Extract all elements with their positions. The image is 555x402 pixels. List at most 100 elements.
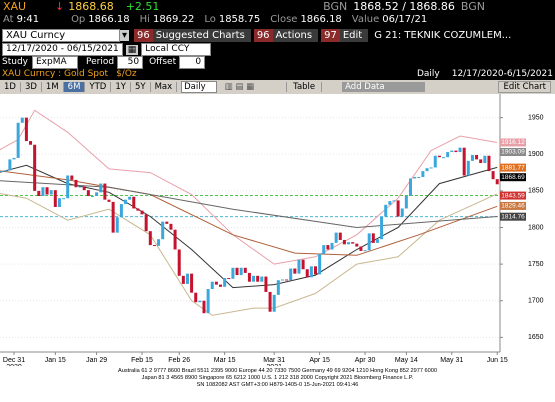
candle-body xyxy=(243,267,247,273)
price-label-box xyxy=(500,173,526,182)
price-label: 1814.76 xyxy=(501,213,525,220)
add-data-button[interactable]: Add Data xyxy=(342,82,425,92)
candle-body xyxy=(442,157,446,159)
change: +2.51 xyxy=(125,0,160,13)
candle-body xyxy=(342,239,346,245)
toolbar-icons: ▥ ▤ ▦ xyxy=(224,82,255,92)
price-label-box xyxy=(500,138,526,147)
command-button[interactable]: 97 Edit xyxy=(321,29,369,42)
candle-body xyxy=(326,245,330,250)
candle-body xyxy=(380,216,384,240)
candle-body xyxy=(111,201,115,233)
candle-body xyxy=(247,272,251,282)
candle-body xyxy=(223,278,227,287)
candle-body xyxy=(375,239,379,243)
period-button[interactable]: 5Y xyxy=(131,82,151,92)
command-button[interactable]: 96 Actions xyxy=(253,29,319,42)
candle-body xyxy=(252,275,256,282)
price-label-box xyxy=(500,148,526,157)
candle-body xyxy=(355,243,359,247)
security-input[interactable]: XAU Curncy xyxy=(2,29,120,42)
candle-body xyxy=(231,267,235,279)
candle-body xyxy=(152,245,156,247)
period-button[interactable]: 1D xyxy=(0,82,21,92)
candle-body xyxy=(293,268,297,274)
candle-body xyxy=(107,199,111,202)
candle-body xyxy=(12,157,16,160)
y-tick-label: 1700 xyxy=(528,298,544,305)
candle-body xyxy=(173,229,177,250)
candle-body xyxy=(351,242,355,244)
command-button[interactable]: 96 Suggested Charts xyxy=(134,29,251,42)
period-input[interactable]: 50 xyxy=(117,55,144,69)
candle-body xyxy=(417,176,421,178)
edit-chart-button[interactable]: Edit Chart xyxy=(498,81,551,93)
candle-body xyxy=(62,198,66,200)
candle-body xyxy=(256,275,260,282)
x-tick-label: Apr 15 xyxy=(309,357,330,364)
candle-body xyxy=(103,183,107,200)
candle-body xyxy=(400,208,404,217)
candle-body xyxy=(264,276,268,292)
candle-body xyxy=(268,291,272,312)
candle-body xyxy=(177,249,181,276)
price-label: 1868.69 xyxy=(501,174,525,181)
range-row: 12/17/2020 - 06/15/2021 ▦ Local CCY xyxy=(0,43,555,56)
period-button[interactable]: 6M xyxy=(63,82,86,92)
x-tick-label: May 31 xyxy=(440,357,463,364)
period-button[interactable]: YTD xyxy=(85,82,112,92)
value: 1869.22 xyxy=(152,14,195,25)
label: At xyxy=(3,14,14,25)
candle-body xyxy=(190,273,194,293)
label: Op xyxy=(71,14,86,25)
period-button[interactable]: 3D xyxy=(21,82,42,92)
study-label: Study xyxy=(2,57,28,67)
price-label-box xyxy=(500,201,526,210)
candle-body xyxy=(338,232,342,240)
candle-body xyxy=(99,183,103,193)
candle-body xyxy=(276,280,280,295)
value: 9:41 xyxy=(16,14,40,25)
price-label: 1843.59 xyxy=(501,192,525,199)
candle-body xyxy=(280,279,284,281)
button-number: 96 xyxy=(134,29,153,42)
offset-input[interactable]: 0 xyxy=(179,55,206,69)
candle-body xyxy=(161,221,165,240)
candle-body xyxy=(334,232,338,243)
dropdown[interactable]: ▾ xyxy=(120,30,130,41)
period-button[interactable]: 1M xyxy=(42,82,64,92)
candle-body xyxy=(272,294,276,312)
currency[interactable]: Local CCY xyxy=(141,43,212,56)
candle-body xyxy=(185,273,189,284)
candle-body xyxy=(421,171,425,177)
period-button[interactable]: 1Y xyxy=(111,82,131,92)
page-title: G 21: TEKNIK COZUMLEM... xyxy=(374,30,512,41)
candle-body xyxy=(95,192,99,197)
candle-body xyxy=(239,267,243,276)
label: Value xyxy=(351,14,380,25)
offset-label: Offset xyxy=(149,57,177,67)
candle-body xyxy=(66,175,70,199)
frequency-select[interactable]: Daily xyxy=(181,81,217,93)
date-range[interactable]: 12/17/2020 - 06/15/2021 xyxy=(2,43,123,56)
candle-body xyxy=(458,147,462,153)
candle-body xyxy=(437,155,441,158)
study-row: Study ExpMA Period 50 Offset 0 xyxy=(0,55,555,69)
candle-body xyxy=(297,259,301,274)
study-select[interactable]: ExpMA xyxy=(32,55,78,69)
candle-body xyxy=(487,155,491,172)
x-tick-label: Apr 30 xyxy=(355,357,376,364)
candle-body xyxy=(181,275,185,284)
command-row: XAU Curncy ▾ 96 Suggested Charts 96 Actions… xyxy=(0,28,555,43)
bid-source: BGN xyxy=(323,0,348,13)
candle-body xyxy=(396,200,400,217)
footer-line: Australia 61 2 9777 8600 Brazil 5511 239… xyxy=(118,368,437,374)
candle-body xyxy=(124,199,128,205)
period-button[interactable]: Max xyxy=(151,82,178,92)
candle-body xyxy=(347,242,351,245)
table-button[interactable]: Table xyxy=(286,82,323,92)
calendar-icon[interactable]: ▦ xyxy=(125,44,139,55)
button-label: Suggested Charts xyxy=(155,30,245,41)
candle-body xyxy=(8,159,12,171)
value: 1866.18 xyxy=(88,14,130,25)
